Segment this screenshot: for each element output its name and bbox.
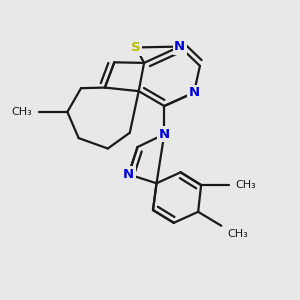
- Text: CH₃: CH₃: [227, 229, 248, 239]
- Text: N: N: [188, 86, 200, 99]
- Text: N: N: [123, 168, 134, 181]
- Text: CH₃: CH₃: [235, 180, 256, 190]
- Text: N: N: [174, 40, 185, 53]
- Text: CH₃: CH₃: [12, 107, 33, 117]
- Text: N: N: [159, 128, 170, 141]
- Text: S: S: [131, 41, 141, 54]
